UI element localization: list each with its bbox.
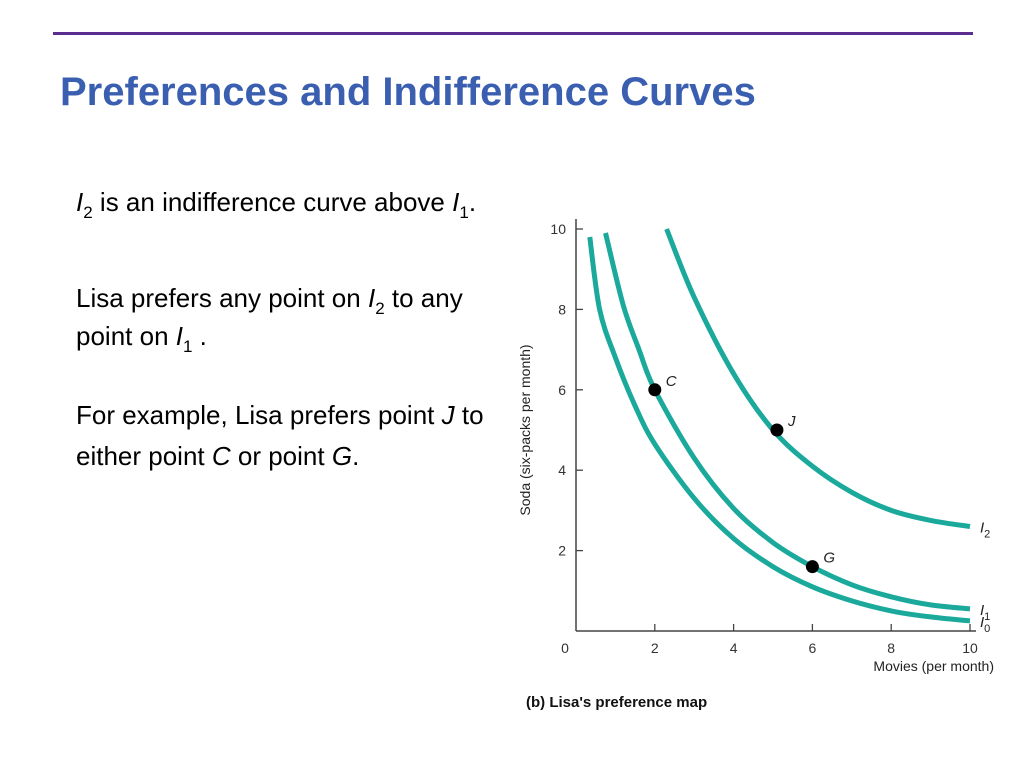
indifference-curve-I1 — [603, 232, 971, 612]
y-tick-label: 6 — [558, 382, 566, 398]
p1-middle-text: is an indifference curve above — [92, 187, 453, 217]
i2-subscript: 2 — [83, 203, 93, 222]
i1-letter: I — [175, 321, 183, 351]
x-tick-label: 0 — [561, 640, 569, 656]
ticks-layer: 0 2 4 6 8 10 2 4 6 8 10 — [550, 221, 978, 656]
p2-middle-text: to any point on — [76, 283, 463, 351]
point-g — [805, 560, 819, 574]
p3-end-text: . — [352, 441, 360, 471]
p3-or-text: or point — [230, 441, 332, 471]
point-j — [770, 423, 784, 437]
x-tick-label: 2 — [651, 640, 659, 656]
y-tick-label: 10 — [550, 221, 566, 237]
points-layer: C J G — [648, 373, 835, 574]
p2-start-text: Lisa prefers any point on — [76, 283, 368, 313]
x-axis-label: Movies (per month) — [873, 658, 994, 674]
point-c-label: C — [666, 373, 677, 390]
x-tick-label: 6 — [809, 640, 817, 656]
y-tick-label: 2 — [558, 543, 566, 559]
curve-label-I0: I0 — [980, 614, 990, 635]
p1-end-text: . — [468, 187, 477, 217]
point-c — [648, 383, 662, 397]
y-tick-label: 4 — [558, 462, 566, 478]
p3-middle-text: to either point — [76, 400, 484, 471]
paragraph-i2-above-i1: I2 is an indifference curve above I1. — [76, 185, 496, 223]
chart-caption: (b) Lisa's preference map — [526, 694, 707, 711]
curve-label-subscript: 1 — [984, 611, 990, 623]
p2-end-text: . — [192, 321, 207, 351]
i1-subscript: 1 — [459, 203, 469, 222]
p3-start-text: For example, Lisa prefers point — [76, 400, 442, 430]
i1-subscript: 1 — [182, 337, 193, 356]
indifference-curve-I2 — [664, 228, 971, 529]
i2-letter: I — [367, 283, 376, 313]
y-axis-label: Soda (six-packs per month) — [517, 344, 533, 515]
i1-letter: I — [452, 187, 460, 217]
point-c-ref: C — [211, 441, 231, 471]
point-j-label: J — [787, 413, 796, 430]
x-tick-label: 4 — [730, 640, 738, 656]
i2-letter: I — [76, 187, 84, 217]
y-tick-label: 8 — [558, 301, 566, 317]
curve-label-subscript: 2 — [984, 528, 990, 540]
x-tick-label: 8 — [887, 640, 895, 656]
x-tick-label: 10 — [962, 640, 978, 656]
paragraph-lisa-prefers: Lisa prefers any point on I2 to any poin… — [76, 281, 496, 357]
title-rule — [53, 32, 973, 35]
curve-label-I2: I2 — [980, 519, 990, 540]
point-j-ref: J — [441, 400, 455, 430]
paragraph-example: For example, Lisa prefers point J to eit… — [76, 395, 496, 477]
slide-title: Preferences and Indifference Curves — [60, 70, 756, 114]
curve-label-subscript: 0 — [984, 623, 990, 635]
point-g-label: G — [823, 550, 835, 567]
point-g-ref: G — [331, 441, 353, 471]
indifference-curve-I0 — [587, 236, 971, 624]
i2-subscript: 2 — [375, 299, 385, 318]
curve-label-I1: I1 — [980, 602, 990, 623]
curves-layer — [587, 228, 971, 624]
